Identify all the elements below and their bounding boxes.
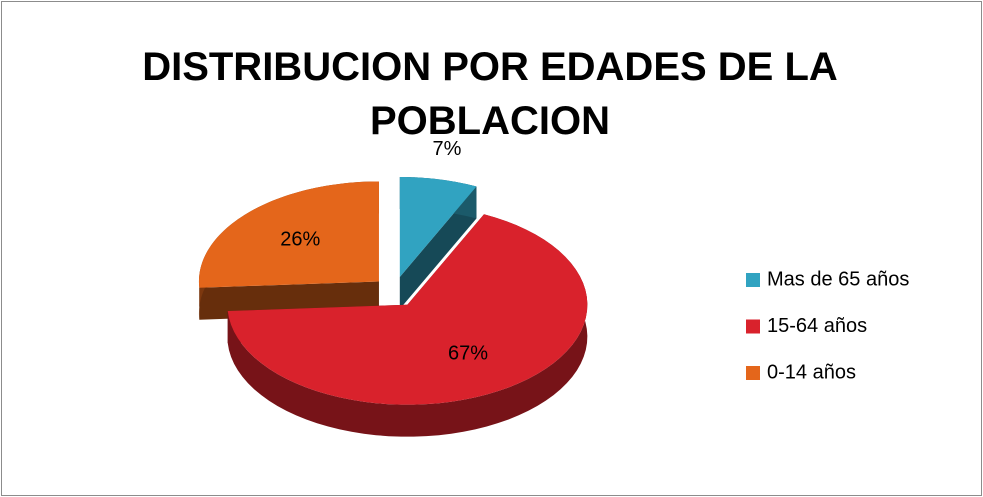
- legend-label: Mas de 65 años: [767, 268, 909, 290]
- legend-swatch: [746, 273, 760, 287]
- chart-title: DISTRIBUCION POR EDADES DE LA POBLACION: [142, 45, 838, 143]
- data-label: 67%: [448, 343, 488, 365]
- slice: [227, 214, 588, 405]
- slice: [399, 176, 477, 277]
- slice-side: [399, 186, 477, 309]
- data-label: 7%: [432, 138, 461, 160]
- legend-label: 15-64 años: [767, 315, 867, 337]
- data-label: 26%: [280, 229, 320, 251]
- legend-swatch: [746, 366, 760, 380]
- legend-label: 0-14 años: [767, 361, 856, 383]
- legend-swatch: [746, 319, 760, 334]
- slice: [198, 181, 379, 288]
